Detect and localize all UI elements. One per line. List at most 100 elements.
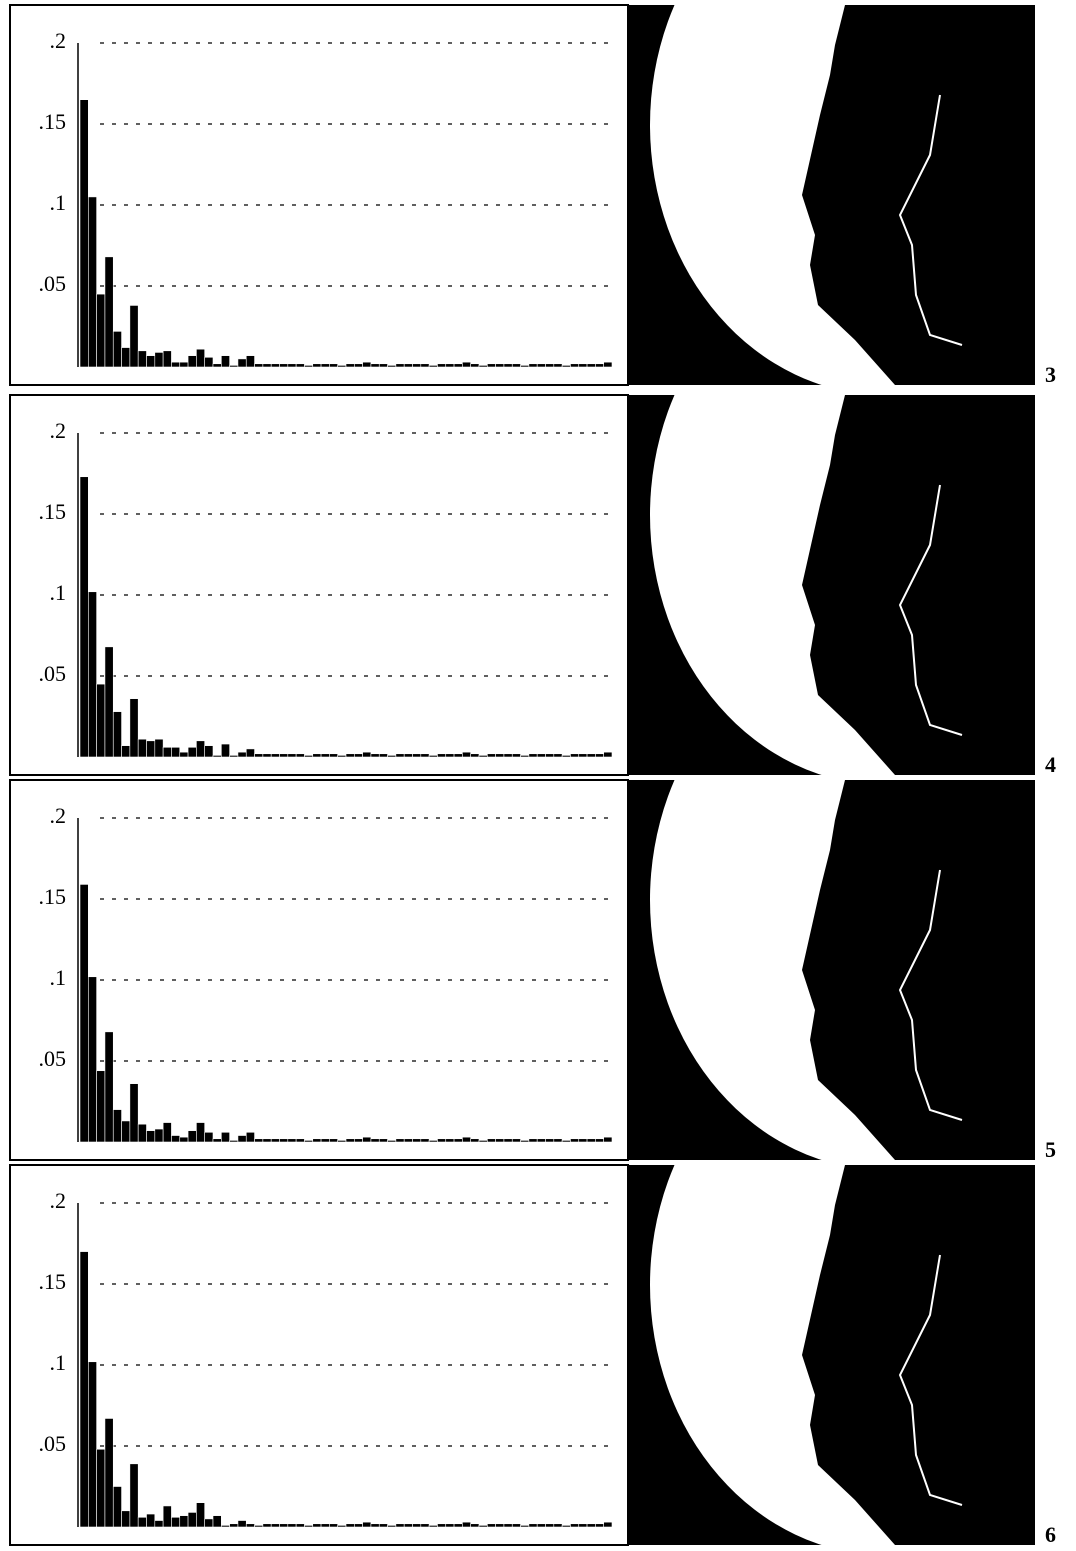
bar [487, 1524, 495, 1527]
bar [296, 754, 304, 757]
bar [346, 1524, 354, 1527]
bar [537, 754, 545, 757]
y-tick-label: .15 [39, 884, 67, 909]
bar [462, 362, 470, 367]
bar [205, 1132, 213, 1142]
bar [97, 294, 105, 367]
bar [496, 364, 504, 367]
bar [338, 365, 346, 367]
bar [130, 699, 138, 757]
y-tick-label: .1 [50, 965, 67, 990]
bar [437, 1139, 445, 1142]
bar [180, 752, 188, 757]
bar [313, 1139, 321, 1142]
bar [263, 754, 271, 757]
panel-label: 6 [1045, 1522, 1056, 1547]
bar [595, 364, 603, 367]
bar [321, 754, 329, 757]
bar [404, 364, 412, 367]
bar [479, 365, 487, 367]
bar [487, 364, 495, 367]
bar [155, 352, 163, 367]
bar [479, 755, 487, 757]
bar [122, 348, 130, 367]
bar [296, 1524, 304, 1527]
bar [255, 754, 263, 757]
bar [213, 755, 221, 757]
bar [180, 1516, 188, 1527]
bar [280, 754, 288, 757]
bar [512, 1139, 520, 1142]
bar [504, 754, 512, 757]
bar [321, 364, 329, 367]
bar [354, 754, 362, 757]
bar [371, 364, 379, 367]
bar [97, 1449, 105, 1527]
bar [487, 754, 495, 757]
bar [388, 365, 396, 367]
bar [446, 364, 454, 367]
bar [354, 1524, 362, 1527]
bar [429, 1525, 437, 1527]
bar [230, 1524, 238, 1527]
bar [504, 364, 512, 367]
bar [88, 592, 96, 757]
bar [570, 754, 578, 757]
bar [587, 1524, 595, 1527]
bar [537, 1524, 545, 1527]
bar [587, 1139, 595, 1142]
bar [462, 1137, 470, 1142]
bar [388, 1525, 396, 1527]
bar [188, 1131, 196, 1142]
bar [521, 1525, 529, 1527]
bar [421, 364, 429, 367]
bar [554, 1524, 562, 1527]
bar [604, 1522, 612, 1527]
bar [354, 1139, 362, 1142]
bar [562, 365, 570, 367]
bar [313, 364, 321, 367]
bar [595, 754, 603, 757]
bar [529, 754, 537, 757]
bar [288, 1524, 296, 1527]
bar [421, 1139, 429, 1142]
bar [188, 747, 196, 757]
bar [429, 1140, 437, 1142]
bar [88, 197, 96, 367]
bar [454, 364, 462, 367]
bar [562, 755, 570, 757]
bar [579, 364, 587, 367]
bar [246, 749, 254, 757]
bar [512, 1524, 520, 1527]
bar [188, 356, 196, 367]
bar [255, 1139, 263, 1142]
bar [221, 1525, 229, 1527]
bar [437, 754, 445, 757]
bar [138, 739, 146, 757]
bar [537, 364, 545, 367]
bar [346, 364, 354, 367]
bar [379, 364, 387, 367]
bar [413, 1524, 421, 1527]
bar [255, 1525, 263, 1527]
bar [196, 1503, 204, 1527]
bar [504, 1139, 512, 1142]
bar [171, 747, 179, 757]
bar [413, 754, 421, 757]
bar [413, 1139, 421, 1142]
bar [396, 1524, 404, 1527]
bar [446, 754, 454, 757]
bar [429, 365, 437, 367]
y-tick-label: .15 [39, 1269, 67, 1294]
bar [263, 1524, 271, 1527]
bar [537, 1139, 545, 1142]
bar [329, 364, 337, 367]
bar [363, 1522, 371, 1527]
bar [230, 365, 238, 367]
bar [147, 1514, 155, 1527]
bar [113, 1110, 121, 1142]
y-tick-label: .15 [39, 499, 67, 524]
bar [88, 977, 96, 1142]
bar [346, 1139, 354, 1142]
bar [379, 1139, 387, 1142]
